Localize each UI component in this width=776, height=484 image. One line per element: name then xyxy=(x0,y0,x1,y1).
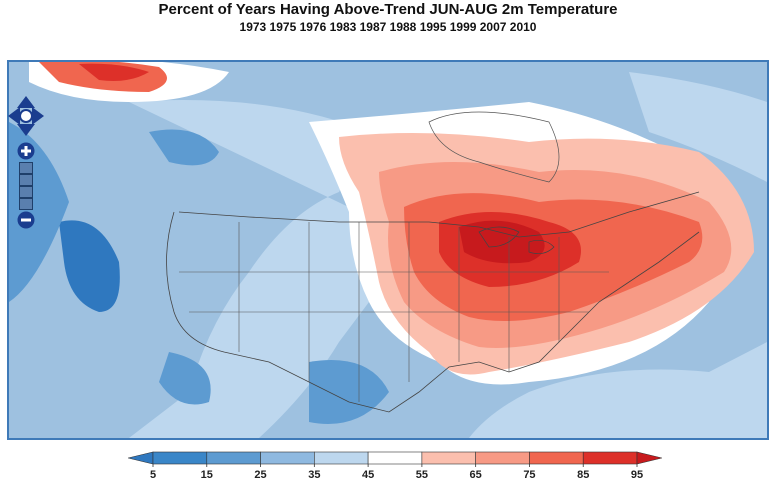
region-blue-mexico xyxy=(159,352,211,405)
legend-swatch xyxy=(367,451,423,465)
region-dark-red-north xyxy=(79,63,149,81)
legend-tick-label: 15 xyxy=(201,469,213,481)
legend-tick-label: 5 xyxy=(150,469,156,481)
legend-tick-label: 35 xyxy=(308,469,320,481)
us-outline xyxy=(166,211,700,413)
hudson-bay-outline xyxy=(428,111,560,183)
pan-center-icon xyxy=(19,109,33,123)
legend-tick-label: 65 xyxy=(470,469,482,481)
legend-swatch xyxy=(582,451,638,465)
legend-tick-label: 95 xyxy=(631,469,643,481)
region-light-blue-southeast xyxy=(469,342,767,438)
pan-right-icon[interactable] xyxy=(32,107,44,125)
zoom-level-bar[interactable] xyxy=(19,174,33,186)
region-light-blue-northeast xyxy=(629,72,767,182)
legend-swatch xyxy=(260,451,315,465)
map-panel[interactable] xyxy=(7,60,769,440)
state-lines xyxy=(179,222,609,402)
legend-bar: 5 15 25 35 45 55 65 75 85 95 xyxy=(128,451,662,481)
great-lakes-outline xyxy=(478,226,555,254)
legend-swatch xyxy=(152,451,208,465)
legend-tick-label: 85 xyxy=(577,469,589,481)
legend-swatch xyxy=(206,451,261,465)
region-light-blue-west xyxy=(129,100,377,438)
us-canada-border xyxy=(178,191,700,238)
zoom-level-bar[interactable] xyxy=(19,162,33,174)
pan-left-icon[interactable] xyxy=(8,107,20,125)
legend-over-arrow xyxy=(636,451,662,465)
temperature-map[interactable] xyxy=(9,62,767,438)
minus-icon[interactable] xyxy=(17,211,35,229)
legend-under-arrow xyxy=(128,451,154,465)
pan-up-icon[interactable] xyxy=(17,96,35,108)
map-title: Percent of Years Having Above-Trend JUN-… xyxy=(158,1,618,18)
legend-tick-label: 45 xyxy=(362,469,374,481)
color-legend: 5 15 25 35 45 55 65 75 85 95 xyxy=(128,446,662,482)
legend-tick-label: 25 xyxy=(254,469,266,481)
legend-tick-label: 55 xyxy=(416,469,428,481)
legend-tick-label: 75 xyxy=(523,469,535,481)
zoom-level-bar[interactable] xyxy=(19,186,33,198)
legend-swatch xyxy=(421,451,476,465)
plus-icon[interactable] xyxy=(17,142,35,160)
pan-down-icon[interactable] xyxy=(17,124,35,136)
legend-swatch xyxy=(475,451,530,465)
pan-arrows-icon[interactable] xyxy=(8,96,44,136)
region-blue-texas xyxy=(309,360,389,424)
legend-swatch xyxy=(529,451,584,465)
region-blue-canada xyxy=(149,129,219,166)
map-subtitle: 1973 1975 1976 1983 1987 1988 1995 1999 … xyxy=(239,20,537,34)
zoom-level-bar[interactable] xyxy=(19,198,33,210)
region-deep-blue-pacific xyxy=(59,220,120,312)
legend-swatch xyxy=(314,451,369,465)
